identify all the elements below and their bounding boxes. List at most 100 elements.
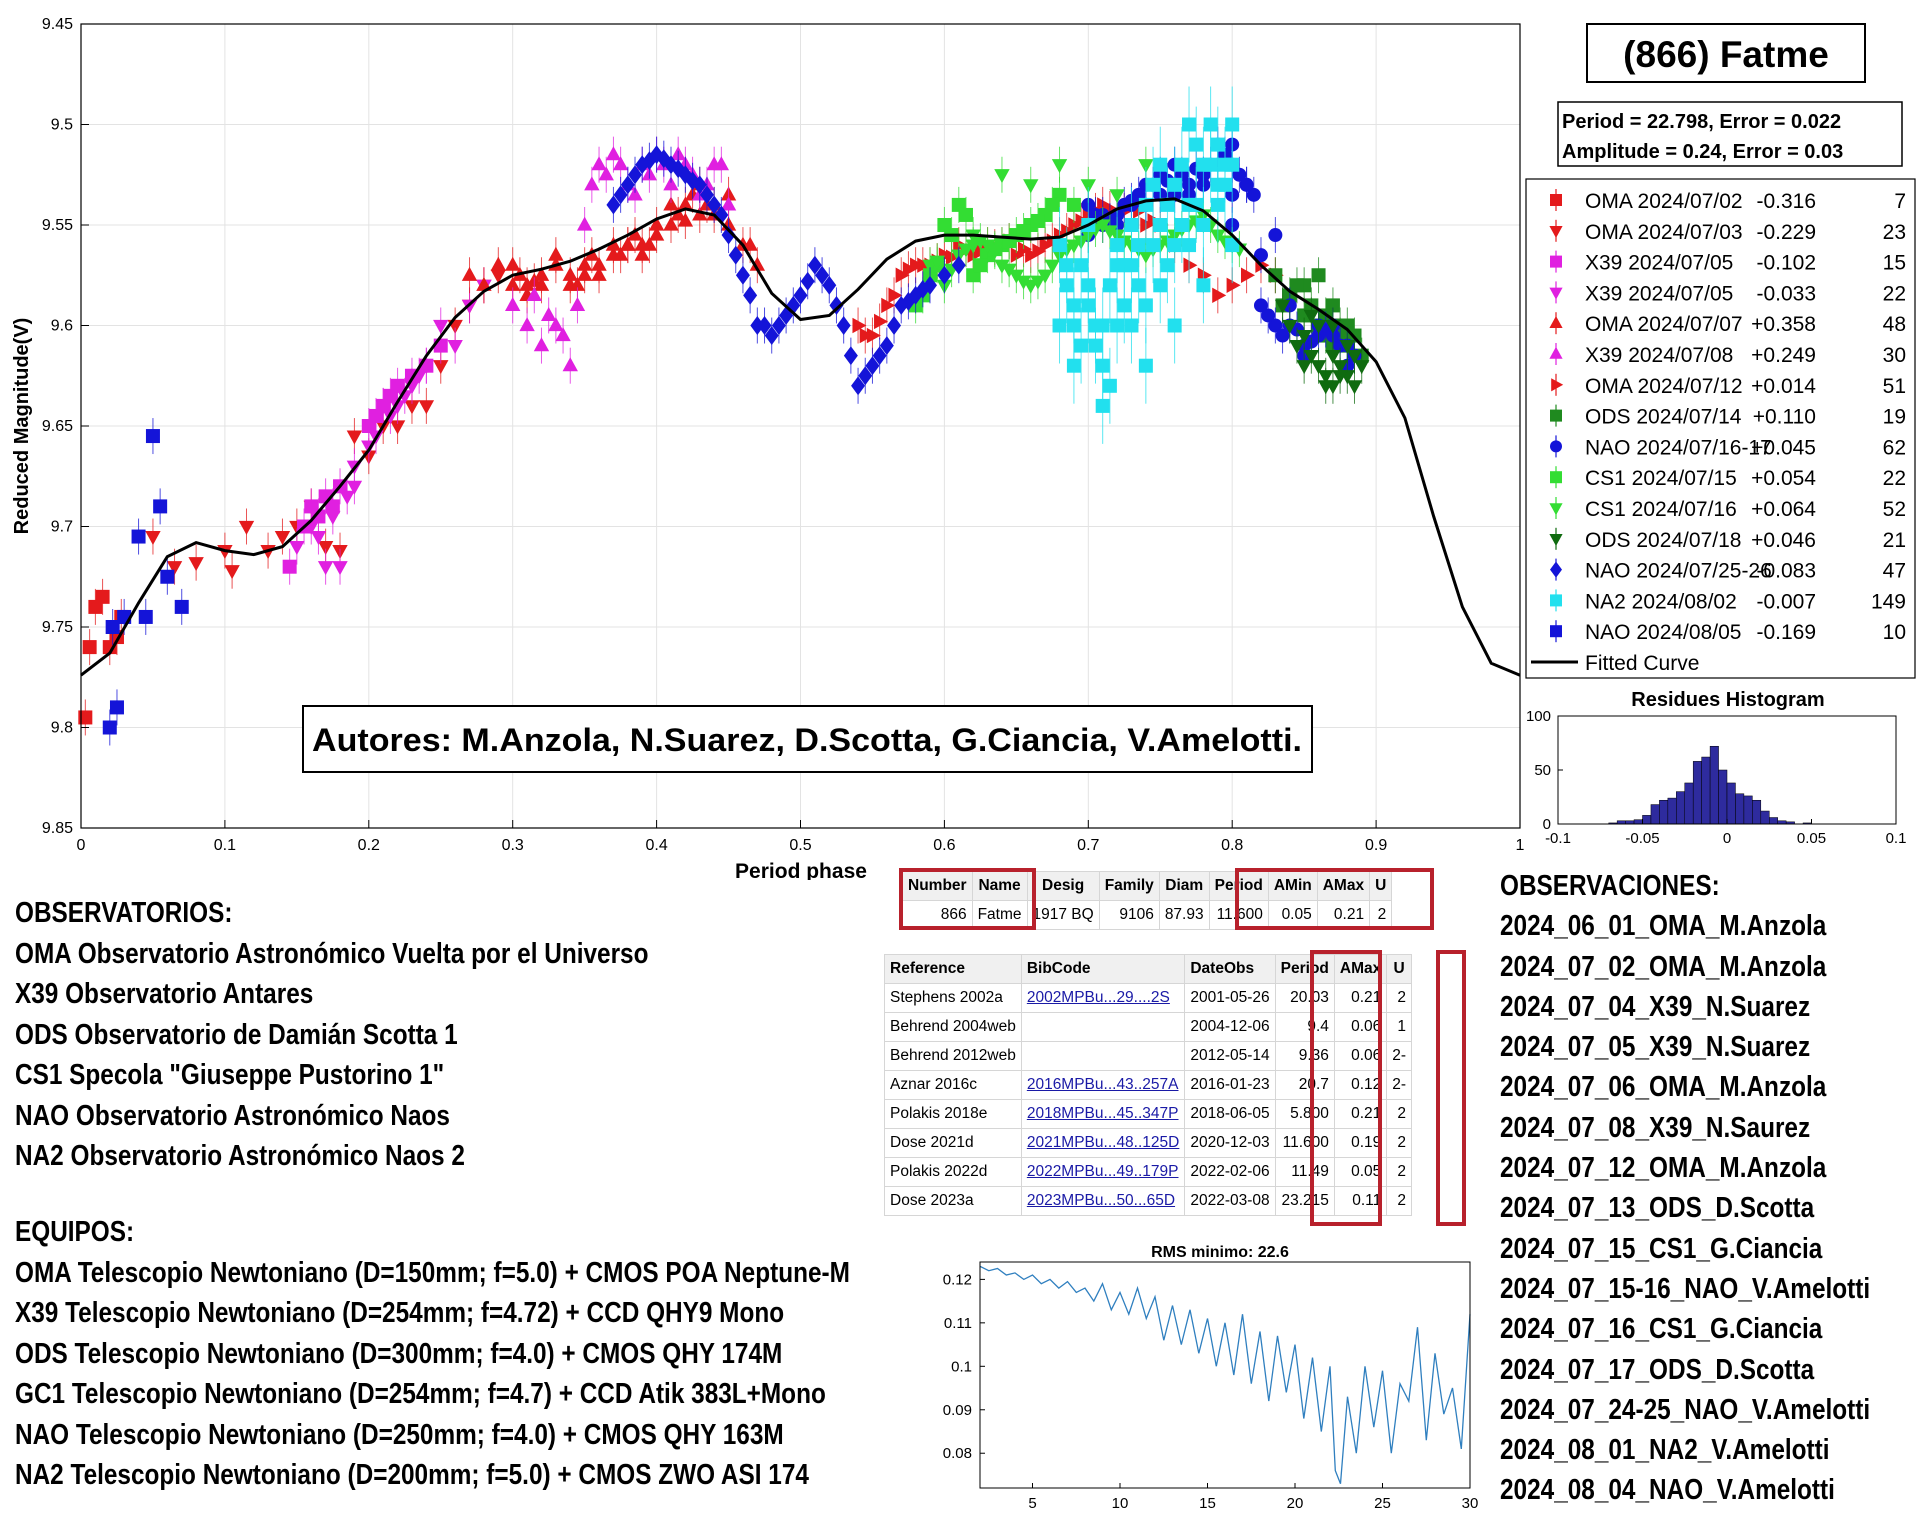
data-point [713, 156, 730, 171]
refs-row: Aznar 2016c 2016MPBu...43..257A 2016-01-23… [884, 1070, 1413, 1100]
histogram-bar [1709, 745, 1719, 825]
bibcode-link[interactable]: 2018MPBu...45..347P [1026, 1105, 1179, 1122]
rms-y-tick-label: 0.08 [943, 1445, 972, 1462]
observatorio-line: NA2 Observatorio Astronómico Naos 2 [15, 1140, 465, 1172]
refs-cell: 2 [1386, 983, 1413, 1013]
residues-histogram: -0.1 -0.05 0 0.05 0.1 0 50 100 [1526, 708, 1906, 847]
bibcode-link[interactable]: 2022MPBu...49..179P [1026, 1163, 1179, 1180]
data-point [1039, 237, 1054, 253]
refs-cell: 2016-01-23 [1184, 1070, 1276, 1100]
data-point [1212, 287, 1227, 304]
legend-offset: +0.046 [1751, 529, 1816, 552]
legend-item: CS1 2024/07/15 +0.054 22 [1550, 466, 1906, 490]
data-point [555, 327, 571, 342]
bibcode-link[interactable]: 2023MPBu...50...65D [1026, 1192, 1176, 1209]
data-point [1225, 117, 1240, 132]
data-point [548, 317, 564, 332]
legend-item: X39 2024/07/05 -0.033 22 [1549, 281, 1906, 305]
observatorios-title: OBSERVATORIOS: [15, 897, 233, 929]
data-point [670, 206, 686, 221]
legend-offset: +0.110 [1753, 406, 1816, 429]
refs-cell: 2 [1386, 1099, 1413, 1129]
data-point [1196, 278, 1211, 293]
legend-marker [1549, 503, 1563, 516]
legend-box [1525, 178, 1916, 679]
histogram-bar [1642, 815, 1652, 825]
legend-count: 51 [1883, 375, 1906, 398]
data-point [987, 245, 1003, 260]
x-tick-label: 0.7 [1077, 837, 1099, 854]
bibcode-link[interactable]: 2002MPBu...29....2S [1026, 989, 1170, 1006]
refs-cell: 2001-05-26 [1184, 983, 1276, 1013]
refs-cell: Dose 2021d [884, 1128, 1022, 1158]
series [1274, 287, 1370, 404]
data-point [1310, 360, 1327, 375]
histogram-bar [1726, 782, 1736, 825]
data-point [1074, 258, 1089, 273]
legend-marker [1551, 378, 1564, 392]
data-point [972, 235, 989, 250]
data-point [1037, 269, 1053, 284]
data-point [389, 420, 406, 435]
legend-count: 19 [1883, 406, 1906, 429]
refs-cell: 2022MPBu...49..179P [1020, 1157, 1186, 1187]
data-point [656, 149, 671, 169]
highlight-period-amin-amax-u [1235, 868, 1434, 930]
bibcode-link[interactable]: 2021MPBu...48..125D [1026, 1134, 1180, 1151]
data-point [1059, 258, 1074, 273]
data-point [1268, 318, 1283, 333]
refs-cell: 2018MPBu...45..347P [1020, 1099, 1186, 1129]
data-point [866, 327, 881, 344]
data-point [965, 239, 981, 254]
data-point [1174, 218, 1189, 232]
data-point [1210, 137, 1225, 152]
y-tick-label: 9.45 [42, 16, 73, 33]
observatorio-line: ODS Observatorio de Damián Scotta 1 [15, 1018, 458, 1051]
rms-line [979, 1265, 1471, 1484]
data-point [461, 266, 478, 281]
data-point [325, 510, 341, 525]
observacion-line: 2024_07_05_X39_N.Suarez [1500, 1031, 1811, 1064]
data-point [663, 216, 679, 231]
legend-count: 10 [1883, 621, 1906, 644]
data-point [807, 255, 822, 275]
rms-x-tick-label: 30 [1462, 1495, 1479, 1510]
data-point [390, 378, 405, 393]
legend-item: NAO 2024/07/25-26-0.083 47 [1550, 558, 1906, 583]
histogram-bar [1684, 782, 1694, 825]
data-point [859, 327, 874, 344]
histogram-x-tick-label: 0 [1723, 830, 1731, 847]
data-point [317, 561, 334, 576]
data-point [145, 530, 161, 545]
observatorio-line: X39 Observatorio Antares [15, 978, 314, 1010]
data-point [1303, 350, 1320, 365]
observacion-line: 2024_08_01_NA2_V.Amelotti [1500, 1434, 1830, 1467]
legend-item: X39 2024/07/08 +0.249 30 [1549, 343, 1906, 367]
legend-offset: +0.014 [1751, 375, 1816, 398]
data-point [720, 196, 737, 211]
legend-count: 21 [1883, 529, 1906, 552]
data-point [749, 256, 766, 271]
data-point [382, 410, 399, 425]
data-point [1010, 247, 1025, 263]
data-point [605, 146, 622, 161]
data-point [743, 285, 758, 305]
data-point [692, 206, 708, 221]
data-point [224, 565, 240, 580]
data-point [1225, 157, 1240, 172]
data-point [1066, 197, 1081, 212]
data-point [1102, 225, 1118, 240]
bibcode-link[interactable]: 2016MPBu...43..257A [1026, 1076, 1179, 1093]
data-point [282, 559, 297, 574]
refs-cell: 20.03 [1274, 983, 1335, 1013]
legend-item: NAO 2024/07/16-17+0.045 62 [1550, 435, 1906, 459]
data-point [105, 620, 120, 634]
data-point [1253, 298, 1268, 313]
data-point [1167, 177, 1182, 192]
legend-label: CS1 2024/07/16 [1585, 498, 1737, 521]
data-point [634, 236, 650, 251]
histogram-bar [1760, 810, 1770, 825]
refs-row: Dose 2023a 2023MPBu...50...65D 2022-03-08 2… [884, 1186, 1413, 1216]
data-point [174, 599, 189, 614]
data-point [591, 156, 607, 171]
